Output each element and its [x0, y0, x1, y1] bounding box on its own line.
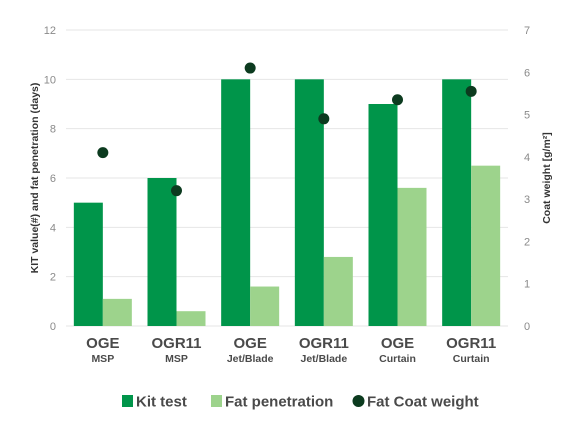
bar-fat-penetration-1	[176, 311, 206, 326]
bar-kit-test-5	[442, 79, 472, 326]
y2-tick-label-0: 0	[524, 321, 530, 333]
y-tick-label-1: 2	[50, 272, 56, 284]
legend-label-0: Kit test	[136, 394, 187, 411]
point-series	[97, 62, 477, 197]
category-sublabel-3: Jet/Blade	[300, 353, 347, 365]
point-fat-coat-weight-5	[465, 85, 477, 97]
legend-label-2: Fat Coat weight	[367, 394, 479, 411]
y-tick-label-3: 6	[50, 173, 56, 185]
point-fat-coat-weight-1	[171, 185, 182, 197]
point-fat-coat-weight-3	[318, 113, 330, 125]
bar-fat-penetration-3	[323, 256, 353, 326]
bar-series	[73, 79, 501, 326]
bar-fat-penetration-0	[102, 298, 132, 326]
category-label-5: OGR11	[446, 335, 496, 352]
y-tick-label-2: 4	[50, 222, 56, 234]
category-sublabel-0: MSP	[91, 353, 114, 365]
category-label-4: OGE	[381, 335, 414, 352]
point-fat-coat-weight-4	[392, 94, 403, 106]
y2-tick-label-2: 2	[524, 236, 530, 248]
legend-swatch-0	[122, 395, 133, 407]
bar-kit-test-4	[368, 104, 398, 326]
legend-label-1: Fat penetration	[225, 394, 333, 411]
y2-tick-label-7: 7	[524, 25, 530, 37]
gridlines	[66, 29, 508, 327]
category-sublabel-5: Curtain	[453, 353, 490, 365]
legend-swatch-2	[352, 395, 365, 407]
category-label-3: OGR11	[299, 335, 349, 352]
y2-tick-label-1: 1	[524, 279, 530, 291]
y2-tick-label-5: 5	[524, 110, 530, 122]
y2-axis-title: Coat weight [g/m²]	[541, 132, 553, 224]
bar-fat-penetration-2	[250, 286, 280, 326]
point-fat-coat-weight-2	[244, 62, 256, 74]
legend: Kit test Fat penetration Fat Coat weight	[122, 394, 479, 411]
y2-tick-label-4: 4	[524, 152, 530, 164]
category-label-2: OGE	[233, 335, 266, 352]
y-tick-label-0: 0	[50, 321, 56, 333]
bar-kit-test-2	[221, 79, 251, 326]
y-tick-label-5: 10	[44, 74, 56, 86]
bar-fat-penetration-5	[471, 165, 501, 326]
y-tick-label-4: 8	[50, 124, 56, 136]
bar-kit-test-0	[73, 202, 103, 326]
bar-fat-penetration-4	[397, 187, 427, 326]
category-sublabel-1: MSP	[165, 353, 188, 365]
bar-kit-test-1	[147, 178, 177, 326]
y2-tick-label-6: 6	[524, 67, 530, 79]
y2-tick-label-3: 3	[524, 194, 530, 206]
category-label-1: OGR11	[151, 335, 201, 352]
point-fat-coat-weight-0	[97, 147, 109, 159]
y-axis-title: KIT value(#) and fat penetration (days)	[29, 83, 41, 274]
category-sublabel-4: Curtain	[379, 353, 416, 365]
category-label-0: OGE	[86, 335, 119, 352]
y-tick-label-6: 12	[44, 25, 56, 37]
legend-swatch-1	[211, 395, 222, 407]
category-sublabel-2: Jet/Blade	[227, 353, 274, 365]
